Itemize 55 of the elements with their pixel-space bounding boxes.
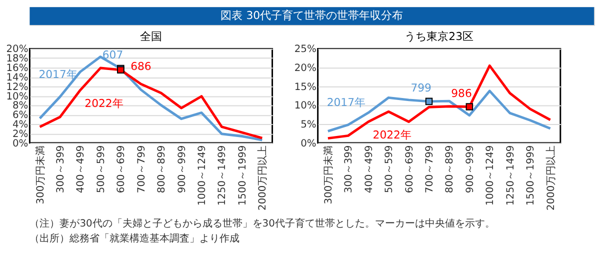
y-tick-label: 4% — [12, 119, 28, 130]
x-tick-label: 900～999 — [176, 145, 188, 194]
x-tick-label: 500～599 — [384, 145, 396, 194]
x-tick-label: 300万円未満 — [34, 145, 46, 204]
y-tick-label: 16% — [6, 63, 28, 74]
y-tick-label: 25% — [294, 44, 316, 56]
x-tick-label: 2000万円以上 — [256, 145, 269, 210]
chart-title: 全国 — [140, 30, 162, 43]
series-label: 2017年 — [326, 96, 366, 109]
x-tick-label: 300～399 — [55, 145, 66, 194]
y-tick-label: 10% — [294, 100, 316, 112]
x-tick-label: 2000万円以上 — [544, 145, 557, 210]
x-tick-label: 900～999 — [464, 145, 476, 194]
text: 図表 30代子育て世帯の世帯年収分布 — [220, 9, 404, 22]
chart-title: うち東京23区 — [404, 30, 474, 43]
text: （注）妻が30代の「夫婦と子どもから成る世帯」を30代子育て世帯とした。マーカーは中央値を示す。 — [30, 217, 495, 230]
series-label: 2022年 — [84, 96, 124, 110]
x-tick-label: 700～799 — [136, 145, 148, 194]
text: （出所）総務省「就業構造基本調査」より作成 — [30, 232, 240, 244]
y-tick-label: 18% — [6, 54, 28, 65]
y-tick-label: 12% — [6, 82, 28, 93]
y-tick-label: 2% — [12, 128, 28, 140]
annotation: 686 — [130, 60, 152, 73]
y-tick-label: 20% — [6, 44, 28, 56]
x-tick-label: 1250～1499 — [505, 145, 516, 206]
series-label: 2017年 — [38, 68, 78, 81]
annotation: 986 — [451, 86, 472, 100]
y-tick-label: 10% — [6, 91, 28, 102]
y-tick-label: 6% — [12, 110, 28, 122]
x-tick-label: 300～399 — [344, 145, 355, 194]
x-tick-label: 800～899 — [156, 145, 168, 194]
x-tick-label: 1250～1499 — [217, 145, 228, 206]
x-tick-label: 400～499 — [364, 145, 375, 194]
y-tick-label: 8% — [12, 100, 28, 112]
x-tick-label: 800～899 — [444, 145, 456, 194]
x-tick-label: 1500～1999 — [526, 145, 537, 206]
x-tick-label: 400～499 — [76, 145, 87, 194]
line-series — [326, 64, 552, 140]
y-tick-label: 0% — [300, 138, 316, 150]
x-tick-label: 1500～1999 — [237, 145, 248, 206]
y-tick-label: 5% — [300, 119, 316, 130]
x-tick-label: 1000～1249 — [196, 145, 208, 206]
annotation: 799 — [410, 82, 432, 95]
x-tick-label: 1000～1249 — [485, 145, 496, 206]
series-label: 2022年 — [372, 128, 412, 142]
x-tick-label: 300万円未満 — [322, 145, 334, 204]
y-tick-label: 20% — [294, 63, 316, 74]
y-tick-label: 15% — [294, 82, 316, 93]
y-tick-label: 14% — [6, 72, 28, 84]
x-tick-label: 700～799 — [424, 145, 436, 194]
x-tick-label: 600～699 — [116, 145, 128, 194]
x-tick-label: 600～699 — [404, 145, 416, 194]
x-tick-label: 500～599 — [96, 145, 107, 194]
annotation: 607 — [102, 48, 124, 62]
y-tick-label: 0% — [12, 138, 28, 150]
